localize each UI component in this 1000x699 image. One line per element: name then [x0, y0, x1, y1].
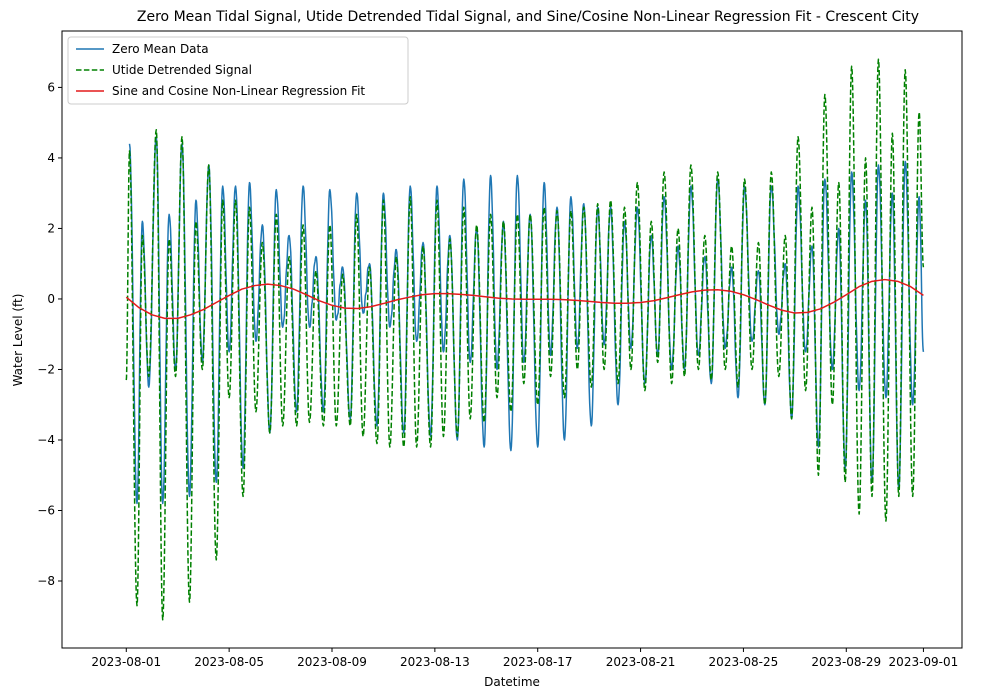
legend: Zero Mean Data Utide Detrended Signal Sine…: [67, 36, 409, 105]
x-tick-label: 2023-08-01: [91, 655, 161, 669]
x-tick-label: 2023-08-09: [297, 655, 367, 669]
y-tick-label: −8: [37, 574, 55, 588]
y-axis-title: Water Level (ft): [11, 294, 25, 387]
x-tick-label: 2023-08-13: [400, 655, 470, 669]
x-axis-title: Datetime: [484, 675, 540, 689]
legend-frame: [67, 36, 409, 105]
series-layer: [125, 58, 925, 621]
legend-label: Utide Detrended Signal: [112, 63, 252, 77]
x-axis: 2023-08-01 2023-08-05 2023-08-09 2023-08-13…: [91, 648, 958, 669]
x-tick-label: 2023-08-29: [811, 655, 881, 669]
legend-label: Zero Mean Data: [112, 42, 209, 56]
regression-fit-line: [125, 278, 924, 320]
x-tick-label: 2023-08-21: [606, 655, 676, 669]
x-tick-label: 2023-09-01: [889, 655, 959, 669]
chart-title: Zero Mean Tidal Signal, Utide Detrended …: [137, 9, 919, 25]
x-tick-label: 2023-08-17: [503, 655, 573, 669]
y-tick-label: 0: [47, 292, 55, 306]
utide-detrended-line: [125, 58, 925, 621]
legend-label: Sine and Cosine Non-Linear Regression Fi…: [112, 84, 365, 98]
y-tick-label: −4: [37, 433, 55, 447]
x-tick-label: 2023-08-05: [194, 655, 264, 669]
y-tick-label: 6: [47, 80, 55, 94]
plot-frame: [61, 30, 963, 649]
y-tick-label: −2: [37, 362, 55, 376]
y-tick-label: 4: [47, 151, 55, 165]
y-tick-label: −6: [37, 503, 55, 517]
x-tick-label: 2023-08-25: [709, 655, 779, 669]
y-axis: −8 −6 −4 −2 0 2 4 6: [37, 80, 62, 588]
y-tick-label: 2: [47, 221, 55, 235]
